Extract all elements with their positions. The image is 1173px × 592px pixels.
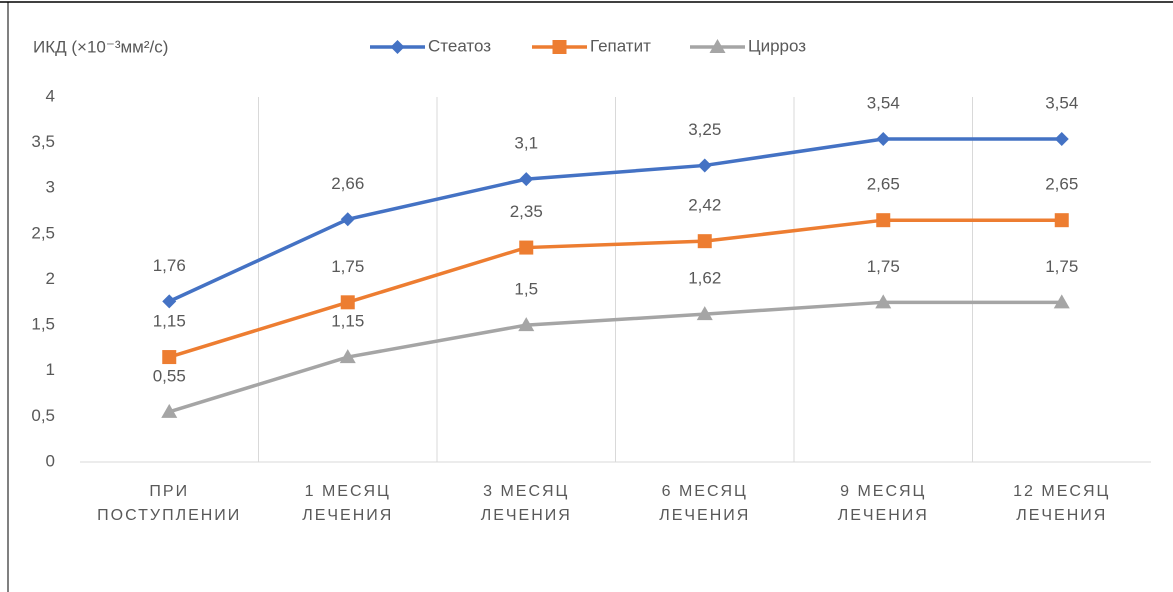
y-tick-label: 4 xyxy=(46,86,55,105)
marker xyxy=(876,131,891,146)
legend-label: Гепатит xyxy=(590,36,651,55)
data-label: 1,5 xyxy=(514,280,538,299)
data-label: 1,15 xyxy=(153,312,186,331)
marker xyxy=(340,212,355,227)
data-label: 3,1 xyxy=(514,134,538,153)
marker xyxy=(518,317,535,332)
y-tick-label: 3 xyxy=(46,178,55,197)
data-label: 2,66 xyxy=(331,174,364,193)
y-tick-label: 3,5 xyxy=(31,132,55,151)
data-label: 3,54 xyxy=(1045,93,1078,112)
legend-label: Цирроз xyxy=(748,36,806,55)
data-label: 1,75 xyxy=(867,257,900,276)
legend-label: Стеатоз xyxy=(428,36,491,55)
y-tick-label: 1,5 xyxy=(31,315,55,334)
y-axis-label: ИКД (×10⁻³мм²/с) xyxy=(33,37,168,56)
marker xyxy=(162,350,177,365)
x-tick-label: 12 МЕСЯЦ ЛЕЧЕНИЯ xyxy=(1013,483,1110,524)
x-tick-label: 1 МЕСЯЦ ЛЕЧЕНИЯ xyxy=(302,483,393,524)
marker xyxy=(696,306,713,321)
data-label: 1,15 xyxy=(331,312,364,331)
marker xyxy=(697,158,712,173)
data-label: 0,55 xyxy=(153,366,186,385)
x-tick-label: ПРИ ПОСТУПЛЕНИИ xyxy=(97,483,241,524)
marker xyxy=(875,294,892,309)
marker xyxy=(340,295,355,310)
data-label: 2,65 xyxy=(867,175,900,194)
y-tick-label: 0,5 xyxy=(31,406,55,425)
data-label: 3,25 xyxy=(688,120,721,139)
y-tick-label: 2,5 xyxy=(31,223,55,242)
x-tick-label: 9 МЕСЯЦ ЛЕЧЕНИЯ xyxy=(838,483,929,524)
marker xyxy=(339,349,356,364)
marker xyxy=(876,213,891,228)
x-tick-label: 3 МЕСЯЦ ЛЕЧЕНИЯ xyxy=(481,483,572,524)
data-label: 2,35 xyxy=(510,202,543,221)
marker xyxy=(1054,131,1069,146)
legend-marker xyxy=(709,39,726,53)
marker xyxy=(162,294,177,309)
marker xyxy=(519,240,534,255)
legend-marker xyxy=(552,40,567,54)
data-label: 3,54 xyxy=(867,93,900,112)
data-label: 1,75 xyxy=(331,257,364,276)
y-tick-label: 0 xyxy=(46,451,55,470)
y-tick-label: 1 xyxy=(46,360,55,379)
marker xyxy=(697,234,712,249)
series-line xyxy=(168,300,1062,414)
series-line xyxy=(168,218,1062,359)
marker xyxy=(1053,294,1070,309)
y-tick-label: 2 xyxy=(46,269,55,288)
marker xyxy=(1054,213,1069,228)
data-label: 1,62 xyxy=(688,269,721,288)
legend-marker xyxy=(390,40,405,54)
marker xyxy=(519,172,534,187)
x-tick-label: 6 МЕСЯЦ ЛЕЧЕНИЯ xyxy=(659,483,750,524)
data-label: 2,42 xyxy=(688,196,721,215)
data-label: 2,65 xyxy=(1045,175,1078,194)
data-label: 1,75 xyxy=(1045,257,1078,276)
data-label: 1,76 xyxy=(153,256,186,275)
marker xyxy=(161,403,178,418)
series-line xyxy=(168,137,1062,303)
